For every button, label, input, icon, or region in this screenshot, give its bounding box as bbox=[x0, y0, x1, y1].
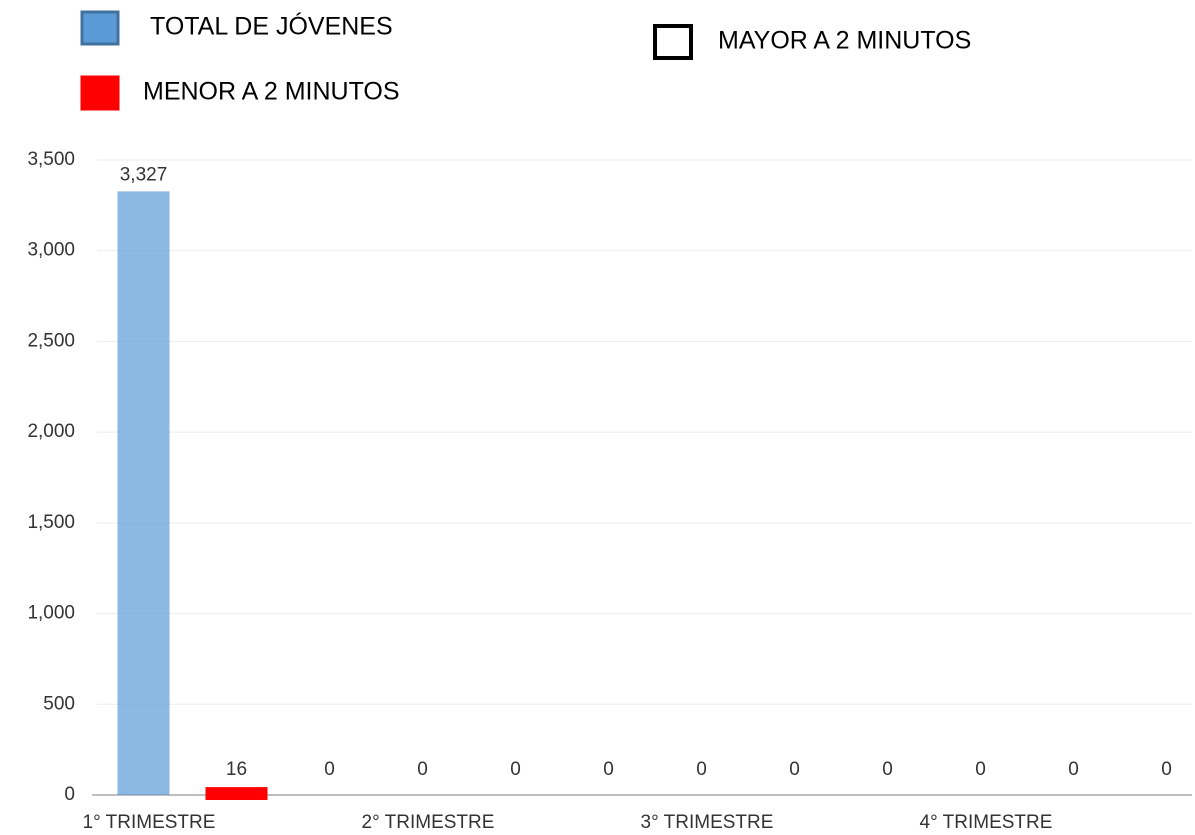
legend-label: TOTAL DE JÓVENES bbox=[150, 12, 393, 41]
data-label: 0 bbox=[789, 759, 800, 780]
legend-swatch bbox=[653, 24, 693, 60]
y-tick-label: 2,000 bbox=[27, 421, 75, 442]
data-label: 3,327 bbox=[120, 164, 168, 185]
y-tick-label: 0 bbox=[64, 784, 75, 805]
data-label: 16 bbox=[226, 759, 247, 780]
y-tick-label: 3,500 bbox=[27, 149, 75, 170]
x-tick-label: 1° TRIMESTRE bbox=[83, 812, 216, 833]
data-label: 0 bbox=[417, 759, 428, 780]
data-label: 0 bbox=[882, 759, 893, 780]
data-label: 0 bbox=[1068, 759, 1079, 780]
y-tick-label: 1,000 bbox=[27, 603, 75, 624]
x-tick-label: 3° TRIMESTRE bbox=[641, 812, 774, 833]
legend-swatch bbox=[80, 10, 120, 46]
legend-label: MAYOR A 2 MINUTOS bbox=[718, 27, 971, 55]
bar bbox=[205, 787, 268, 801]
y-tick-label: 500 bbox=[43, 693, 75, 714]
y-tick-label: 1,500 bbox=[27, 512, 75, 533]
data-label: 0 bbox=[696, 759, 707, 780]
y-tick-label: 2,500 bbox=[27, 330, 75, 351]
data-label: 0 bbox=[324, 759, 335, 780]
data-label: 0 bbox=[510, 759, 521, 780]
x-tick-label: 4° TRIMESTRE bbox=[920, 812, 1053, 833]
legend-swatch bbox=[80, 75, 120, 111]
data-label: 0 bbox=[975, 759, 986, 780]
y-tick-label: 3,000 bbox=[27, 240, 75, 261]
legend-label: MENOR A 2 MINUTOS bbox=[143, 78, 400, 106]
data-label: 0 bbox=[603, 759, 614, 780]
bar bbox=[117, 191, 170, 795]
x-tick-label: 2° TRIMESTRE bbox=[362, 812, 495, 833]
data-label: 0 bbox=[1161, 759, 1172, 780]
